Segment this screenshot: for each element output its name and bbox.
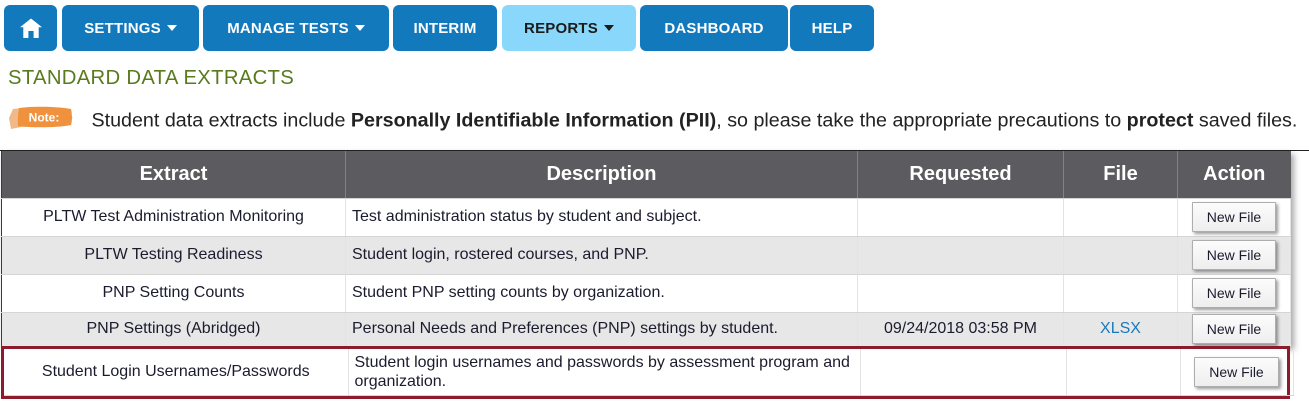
- svg-text:Note:: Note:: [29, 111, 60, 125]
